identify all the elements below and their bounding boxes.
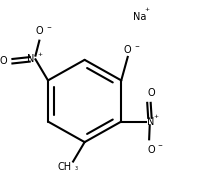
Text: O: O (147, 88, 155, 98)
Text: O: O (147, 145, 155, 155)
Text: O: O (124, 45, 132, 55)
Text: $^+$: $^+$ (36, 51, 44, 60)
Text: O: O (36, 26, 43, 36)
Text: O: O (0, 56, 8, 66)
Text: $^-$: $^-$ (45, 24, 52, 33)
Text: CH: CH (57, 163, 71, 172)
Text: $^-$: $^-$ (156, 142, 164, 151)
Text: $^+$: $^+$ (152, 114, 160, 123)
Text: Na: Na (133, 12, 146, 22)
Text: N: N (27, 54, 35, 64)
Text: $^-$: $^-$ (133, 43, 141, 52)
Text: $^+$: $^+$ (143, 7, 151, 16)
Text: N: N (147, 117, 155, 127)
Text: $_3$: $_3$ (74, 164, 79, 173)
